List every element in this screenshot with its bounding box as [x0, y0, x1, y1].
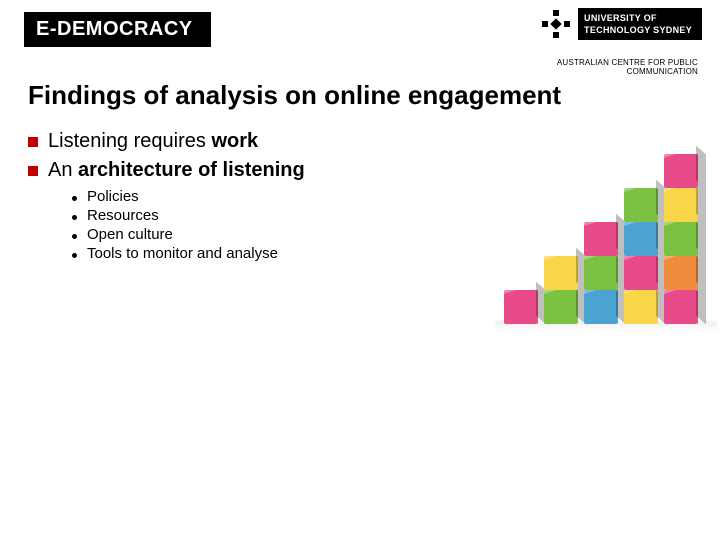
- sub-bullet-text: Tools to monitor and analyse: [87, 245, 278, 262]
- dot-bullet-icon: [72, 234, 77, 239]
- subheader-line1: AUSTRALIAN CENTRE FOR PUBLIC: [557, 58, 698, 67]
- sub-bullet-text: Policies: [87, 188, 139, 205]
- cube: [624, 222, 658, 256]
- subheader-line2: COMMUNICATION: [557, 67, 698, 76]
- dot-bullet-icon: [72, 253, 77, 258]
- cube: [624, 256, 658, 290]
- logo-line1: UNIVERSITY OF: [584, 12, 692, 24]
- square-bullet-icon: [28, 166, 38, 176]
- uts-logo-text: UNIVERSITY OF TECHNOLOGY SYDNEY: [578, 8, 702, 40]
- main-bullet: An architecture of listening: [28, 159, 468, 182]
- cube: [664, 256, 698, 290]
- cube: [584, 290, 618, 324]
- sub-bullet: Resources: [72, 207, 468, 224]
- cube: [664, 222, 698, 256]
- sub-bullet: Policies: [72, 188, 468, 205]
- cube: [624, 290, 658, 324]
- cube: [504, 290, 538, 324]
- stacked-blocks-graphic: [496, 130, 716, 340]
- cube: [584, 222, 618, 256]
- dot-bullet-icon: [72, 215, 77, 220]
- centre-subheader: AUSTRALIAN CENTRE FOR PUBLIC COMMUNICATI…: [557, 58, 698, 76]
- dot-bullet-icon: [72, 196, 77, 201]
- main-bullet-text: An architecture of listening: [48, 159, 305, 182]
- header: E-DEMOCRACY UNIVERSITY OF TECHNOLOGY SYD…: [0, 0, 720, 54]
- cube: [664, 188, 698, 222]
- cube: [544, 256, 578, 290]
- cube: [584, 256, 618, 290]
- cube: [624, 188, 658, 222]
- slide-heading: Findings of analysis on online engagemen…: [28, 80, 561, 111]
- sub-bullet: Tools to monitor and analyse: [72, 245, 468, 262]
- cube: [544, 290, 578, 324]
- square-bullet-icon: [28, 137, 38, 147]
- bullet-content: Listening requires work An architecture o…: [28, 130, 468, 264]
- cube: [664, 154, 698, 188]
- logo-line2: TECHNOLOGY SYDNEY: [584, 24, 692, 36]
- slide-tag: E-DEMOCRACY: [24, 12, 211, 47]
- sub-bullet: Open culture: [72, 226, 468, 243]
- uts-logo: UNIVERSITY OF TECHNOLOGY SYDNEY: [542, 8, 702, 40]
- sub-bullet-text: Resources: [87, 207, 159, 224]
- main-bullet: Listening requires work: [28, 130, 468, 153]
- main-bullet-text: Listening requires work: [48, 130, 258, 153]
- cube: [664, 290, 698, 324]
- uts-emblem-icon: [542, 10, 570, 38]
- sub-bullet-text: Open culture: [87, 226, 173, 243]
